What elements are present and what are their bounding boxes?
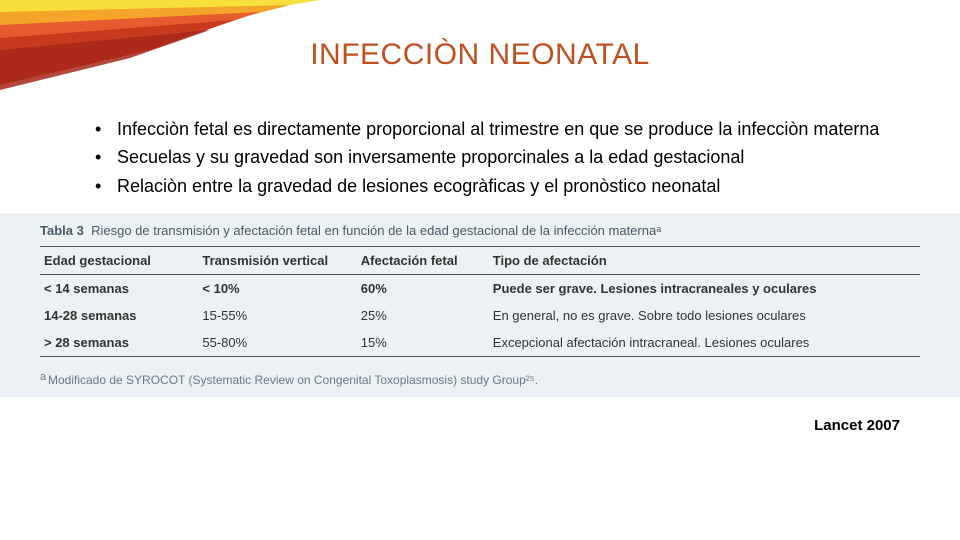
table-header-cell: Afectación fetal bbox=[357, 246, 489, 274]
table-cell: En general, no es grave. Sobre todo lesi… bbox=[489, 302, 920, 329]
table-cell: < 10% bbox=[198, 274, 356, 302]
table-cell: < 14 semanas bbox=[40, 274, 198, 302]
footnote-marker: a bbox=[40, 371, 46, 383]
data-table: Edad gestacional Transmisión vertical Af… bbox=[40, 246, 920, 357]
table-footnote: a Modificado de SYROCOT (Systematic Revi… bbox=[0, 365, 960, 397]
table-cell: 55-80% bbox=[198, 329, 356, 357]
table-cell: > 28 semanas bbox=[40, 329, 198, 357]
bullet-item: Secuelas y su gravedad son inversamente … bbox=[95, 145, 880, 169]
table-container: Tabla 3 Riesgo de transmisión y afectaci… bbox=[0, 213, 960, 365]
table-header-cell: Tipo de afectación bbox=[489, 246, 920, 274]
table-header-cell: Transmisión vertical bbox=[198, 246, 356, 274]
bullet-item: Infecciòn fetal es directamente proporci… bbox=[95, 117, 880, 141]
bullet-item: Relaciòn entre la gravedad de lesiones e… bbox=[95, 174, 880, 198]
table-row: 14-28 semanas 15-55% 25% En general, no … bbox=[40, 302, 920, 329]
table-cell: 25% bbox=[357, 302, 489, 329]
table-cell: 15-55% bbox=[198, 302, 356, 329]
table-row: < 14 semanas < 10% 60% Puede ser grave. … bbox=[40, 274, 920, 302]
table-row: > 28 semanas 55-80% 15% Excepcional afec… bbox=[40, 329, 920, 357]
table-cell: Puede ser grave. Lesiones intracraneales… bbox=[489, 274, 920, 302]
table-cell: Excepcional afectación intracraneal. Les… bbox=[489, 329, 920, 357]
bullet-list: Infecciòn fetal es directamente proporci… bbox=[95, 117, 880, 198]
footnote-text: Modificado de SYROCOT (Systematic Review… bbox=[48, 373, 538, 387]
table-header-row: Edad gestacional Transmisión vertical Af… bbox=[40, 246, 920, 274]
table-cell: 14-28 semanas bbox=[40, 302, 198, 329]
page-title: INFECCIÒN NEONATAL bbox=[0, 0, 960, 72]
citation: Lancet 2007 bbox=[0, 397, 960, 434]
table-label: Tabla 3 bbox=[40, 223, 84, 238]
table-cell: 15% bbox=[357, 329, 489, 357]
table-title: Tabla 3 Riesgo de transmisión y afectaci… bbox=[40, 223, 920, 246]
table-caption: Riesgo de transmisión y afectación fetal… bbox=[91, 223, 661, 238]
table-cell: 60% bbox=[357, 274, 489, 302]
table-header-cell: Edad gestacional bbox=[40, 246, 198, 274]
